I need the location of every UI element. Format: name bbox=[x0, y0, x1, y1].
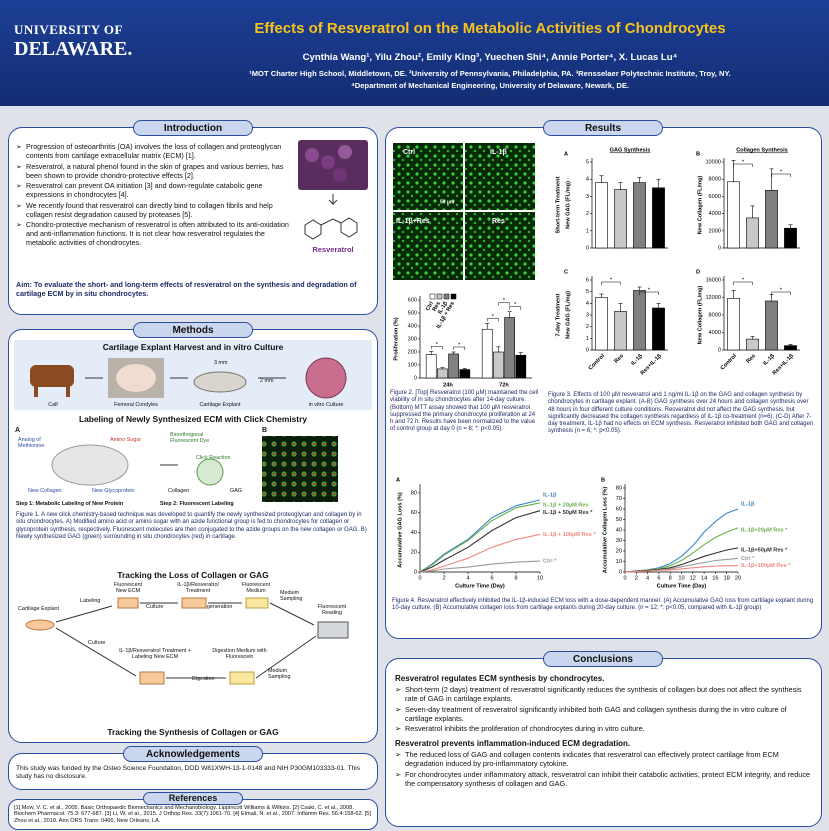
flow-label: Digestion Medium with Fluorescein bbox=[212, 648, 267, 660]
diagram-label: Collagen bbox=[168, 488, 190, 494]
step-label: in vitro Culture bbox=[308, 402, 344, 408]
step-label: Femoral Condyles bbox=[114, 402, 158, 408]
aim: Aim: To evaluate the short- and long-ter… bbox=[16, 280, 357, 298]
logo-line: UNIVERSITY OF bbox=[14, 22, 123, 37]
flow-label: Labeling bbox=[80, 598, 101, 604]
flow-label: Cartilage Explant bbox=[18, 606, 60, 612]
section-title: Cartilage Explant Harvest and in vitro C… bbox=[102, 342, 284, 352]
logo-line: DELAWARE. bbox=[14, 38, 133, 60]
scale-label: 40 µm bbox=[290, 494, 306, 500]
authors: Cynthia Wang¹, Yilu Zhou², Emily King³, … bbox=[302, 52, 678, 63]
conclusions-text: Resveratrol regulates ECM synthesis by c… bbox=[395, 674, 813, 789]
flow-label: Fluorescent Reading bbox=[317, 604, 347, 616]
bullet: For chondrocytes under inflammatory atta… bbox=[395, 770, 813, 788]
bullet: Chondro-protective mechanism of resverat… bbox=[16, 220, 291, 247]
section-heading: References bbox=[143, 792, 243, 805]
section-heading: Conclusions bbox=[543, 651, 663, 667]
logo: UNIVERSITY OF DELAWARE. bbox=[14, 22, 159, 61]
bullet: Progression of osteoarthritis (OA) invol… bbox=[16, 142, 291, 160]
diagram-label: Chondrocyte bbox=[66, 452, 97, 458]
section-heading: Methods bbox=[133, 322, 253, 338]
flow-label: Medium Sampling bbox=[268, 668, 291, 680]
diagram-label: Analog of Methionine bbox=[18, 437, 45, 449]
flow-label: IL-1β/Resveratrol Treatment bbox=[177, 582, 219, 594]
section-title: Tracking the Synthesis of Collagen or GA… bbox=[107, 727, 279, 737]
figure-label: Resveratrol bbox=[312, 245, 354, 254]
intro-text: Progression of osteoarthritis (OA) invol… bbox=[16, 142, 291, 249]
subheading: Resveratrol prevents inflammation-induce… bbox=[395, 739, 631, 748]
section-title: Labeling of Newly Synthesized ECM with C… bbox=[78, 414, 308, 424]
diagram-label: New Glycoprotein bbox=[92, 488, 135, 494]
diagram-label: Click Reaction bbox=[196, 455, 231, 461]
ack-text: This study was funded by the Osteo Scien… bbox=[16, 765, 361, 780]
bullet-list: The reduced loss of GAG and collagen con… bbox=[395, 750, 813, 788]
diagram-label: Amino Sugar bbox=[110, 437, 142, 443]
section-title: Tracking the Loss of Collagen or GAG bbox=[117, 570, 269, 580]
flow-label: Digestion bbox=[192, 676, 215, 682]
figure-caption: Figure 2. [Top] Resveratrol (100 µM) mai… bbox=[390, 390, 539, 433]
bullet-list: Progression of osteoarthritis (OA) invol… bbox=[16, 142, 291, 247]
header bbox=[0, 0, 829, 106]
diagram-label: GAG bbox=[230, 488, 242, 494]
bullet: The reduced loss of GAG and collagen con… bbox=[395, 750, 813, 768]
diagram-label: Step 2: Fluorescent Labeling bbox=[160, 501, 234, 507]
diagram-label: New Collagen bbox=[28, 488, 62, 494]
flow-label: Fluorescent Medium bbox=[241, 582, 271, 594]
affiliations: ¹MOT Charter High School, Middletown, DE… bbox=[160, 68, 820, 92]
title: Effects of Resveratrol on the Metabolic … bbox=[254, 20, 726, 37]
flow-label: Fluorescent New ECM bbox=[113, 582, 143, 594]
flow-label: Culture bbox=[88, 640, 106, 646]
dimension: 2 mm bbox=[260, 378, 274, 384]
step-label: Cartilage Explant bbox=[199, 402, 241, 408]
bullet: Resveratrol can prevent OA initiation [3… bbox=[16, 181, 291, 199]
flow-label: IL-1β/Resveratrol Treatment + Labeling N… bbox=[119, 648, 191, 660]
figure-caption: Figure 4. Resveratrol effectively inhibi… bbox=[392, 598, 814, 612]
bullet: We recently found that resveratrol can d… bbox=[16, 201, 291, 219]
bullet: Resveratrol inhibits the proliferation o… bbox=[395, 724, 813, 733]
flow-label: Medium Sampling bbox=[280, 590, 303, 602]
bullet: Seven-day treatment of resveratrol signi… bbox=[395, 705, 813, 723]
section-heading: Acknowledgements bbox=[123, 746, 263, 762]
flow-label: Degeneration bbox=[200, 604, 233, 610]
figure-caption: Figure 1. A new click chemistry-based te… bbox=[16, 512, 367, 540]
section-heading: Introduction bbox=[133, 120, 253, 136]
section-heading: Results bbox=[543, 120, 663, 136]
diagram-label: Step 1: Metabolic Labeling of New Protei… bbox=[16, 501, 124, 507]
figure-caption: Figure 3. Effects of 100 µM resveratrol … bbox=[548, 392, 814, 435]
bullet-list: Short-term (2 days) treatment of resvera… bbox=[395, 685, 813, 733]
affiliation: ⁴Department of Mechanical Engineering, U… bbox=[350, 81, 630, 90]
affiliation: ¹MOT Charter High School, Middletown, DE… bbox=[249, 69, 731, 78]
subheading: Resveratrol regulates ECM synthesis by c… bbox=[395, 674, 605, 683]
results-panel bbox=[385, 127, 822, 639]
bullet: Short-term (2 days) treatment of resvera… bbox=[395, 685, 813, 703]
panel-letter: A bbox=[15, 427, 21, 434]
panel-letter: B bbox=[262, 427, 268, 434]
bullet: Resveratrol, a natural phenol found in t… bbox=[16, 162, 291, 180]
diagram-label: Bioorthogonal Fluorescent Dye bbox=[170, 432, 210, 444]
dimension: 3 mm bbox=[214, 360, 228, 366]
flow-label: Culture bbox=[146, 604, 164, 610]
step-label: Calf bbox=[48, 402, 58, 408]
references-text: [1] Mow, V. C. et al., 2005. Basic Ortho… bbox=[14, 805, 371, 824]
